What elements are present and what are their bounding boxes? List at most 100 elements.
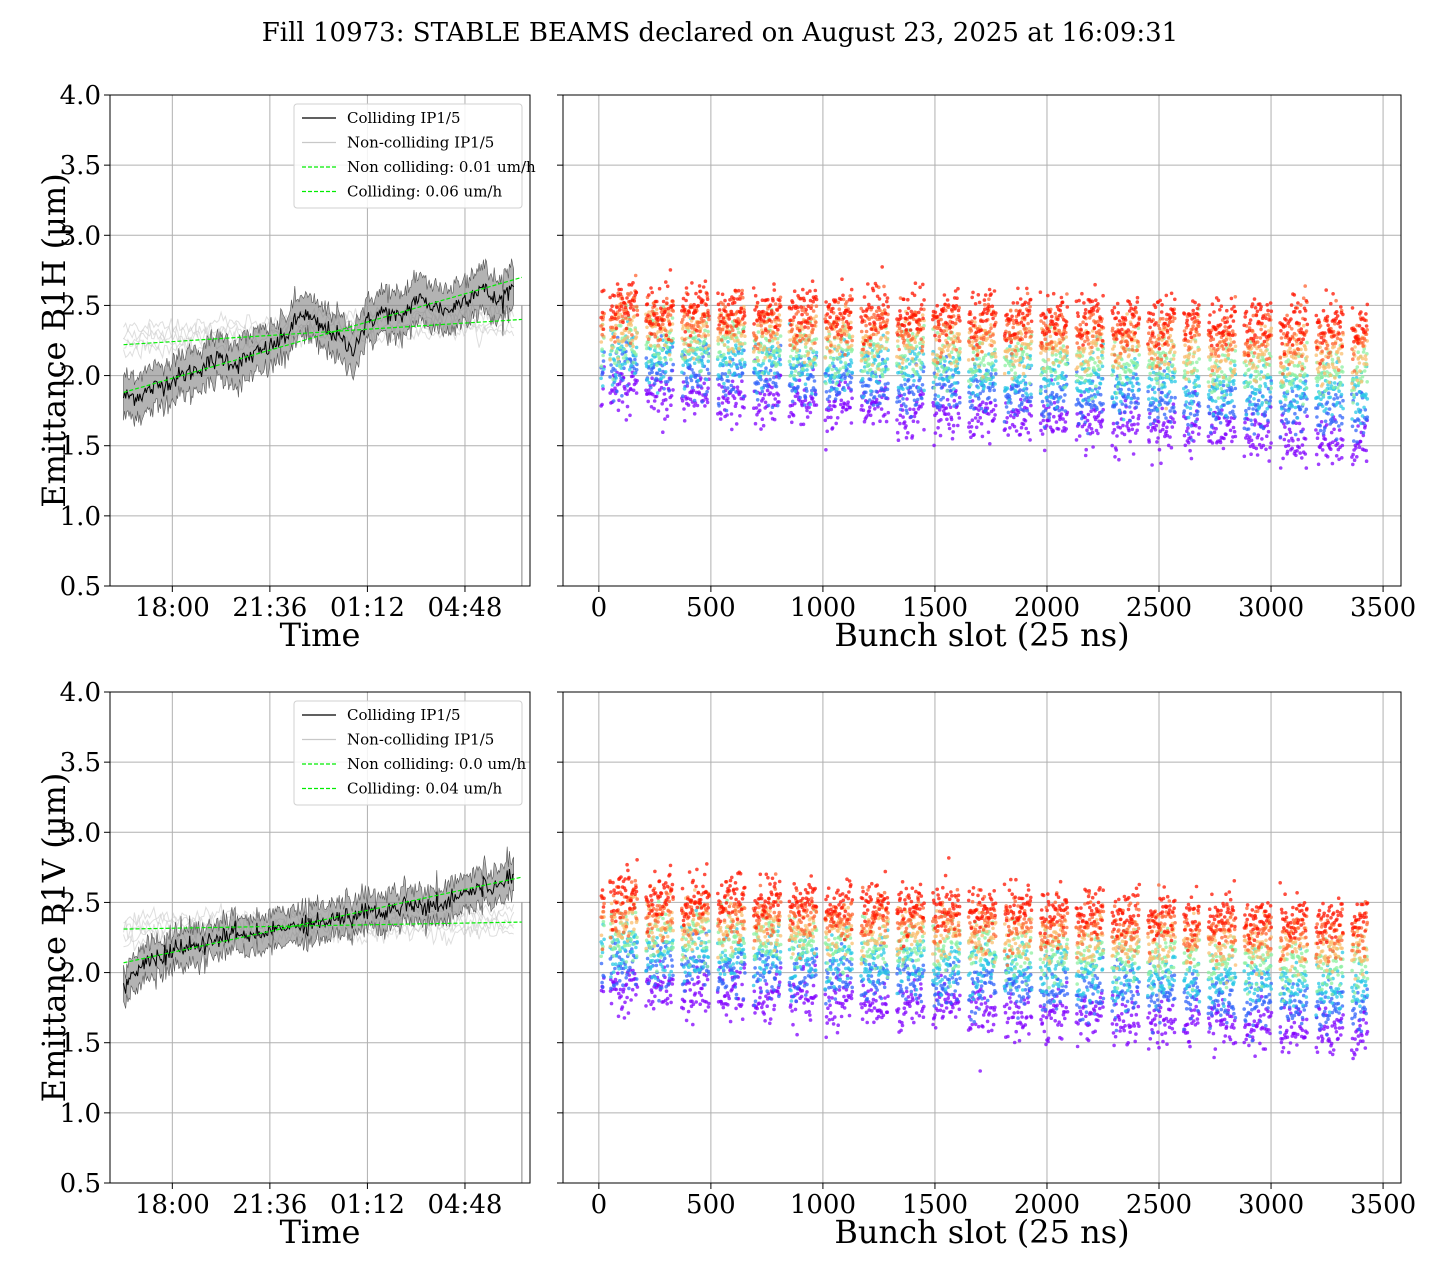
bunch-point [1156, 436, 1160, 440]
bunch-point [969, 367, 974, 372]
bunch-point [920, 344, 925, 349]
bunch-point [1127, 405, 1132, 409]
bunch-point [1061, 417, 1065, 421]
bunch-point [865, 400, 870, 405]
bunch-point [956, 423, 960, 428]
bunch-point [738, 390, 743, 394]
bunch-point [720, 377, 724, 382]
bunch-point [1060, 371, 1065, 375]
bunch-point [1026, 365, 1031, 370]
bunch-point [837, 390, 842, 395]
bunch-point [1233, 363, 1237, 368]
bunch-point [911, 392, 916, 397]
bunch-point [1115, 366, 1120, 370]
bunch-point [1184, 393, 1188, 398]
bunch-point [957, 395, 962, 400]
legend-label: Colliding IP1/5 [347, 109, 461, 127]
y-tick-label: 1.5 [60, 432, 101, 462]
bunch-point [655, 307, 659, 312]
bunch-point [769, 411, 773, 415]
bunch-point [732, 349, 736, 354]
bunch-point [1091, 445, 1095, 449]
bunch-point [839, 398, 844, 403]
bunch-point [805, 372, 810, 377]
bunch-point [790, 327, 795, 332]
bunch-point [1249, 452, 1253, 457]
bunch-point [1093, 361, 1097, 365]
bunch-point [835, 393, 839, 397]
bunch-point [829, 388, 834, 392]
bunch-point [1020, 400, 1024, 405]
bunch-point [1301, 402, 1305, 407]
bunch-point [1266, 386, 1271, 391]
bunch-point [848, 380, 853, 385]
bunch-point [772, 371, 777, 376]
bunch-point [668, 346, 673, 350]
bunch-point [886, 331, 890, 335]
bunch-point [1233, 434, 1238, 439]
bunch-point [614, 376, 618, 380]
bunch-point [825, 429, 829, 434]
bunch-point [682, 419, 687, 423]
bunch-point [1112, 427, 1117, 432]
figure-title: Fill 10973: STABLE BEAMS declared on Aug… [261, 18, 1179, 48]
bunch-point [775, 341, 780, 345]
bunch-point [1194, 419, 1198, 424]
bunch-point [1081, 413, 1085, 418]
bunch-point [1167, 390, 1172, 394]
bunch-point [1146, 389, 1150, 394]
bunch-point [1248, 400, 1252, 404]
legend-label: Colliding: 0.06 um/h [347, 183, 502, 201]
bunch-point [1019, 407, 1023, 412]
bunch-point [895, 395, 900, 400]
bunch-point [1320, 441, 1324, 446]
bunch-point [1329, 447, 1333, 452]
bunch-point [1321, 393, 1326, 397]
bunch-point [1146, 425, 1150, 430]
bunch-point [971, 391, 975, 395]
bunch-point [775, 332, 779, 337]
bunch-point [863, 357, 868, 362]
bunch-point [1186, 432, 1191, 436]
bunch-point [1213, 399, 1218, 404]
bunch-point [1249, 418, 1253, 423]
bunch-point [874, 400, 878, 405]
bunch-point [1147, 397, 1151, 401]
bunch-point [1058, 346, 1063, 351]
bunch-point [841, 365, 846, 370]
bunch-point [1320, 404, 1325, 409]
bunch-point [973, 361, 977, 366]
bunch-point [933, 393, 938, 397]
bunch-point [716, 396, 721, 401]
bunch-point [1053, 370, 1058, 374]
bunch-point [1269, 441, 1273, 445]
bunch-point [791, 366, 795, 370]
bunch-point [1098, 392, 1103, 397]
y-tick-label: 1.0 [60, 502, 101, 532]
bunch-point [707, 354, 711, 359]
bunch-point [613, 386, 617, 391]
bunch-point [1319, 420, 1324, 424]
bunch-point [753, 421, 758, 426]
bunch-point [1171, 357, 1176, 361]
bunch-point [841, 321, 846, 325]
bunch-point [720, 327, 725, 332]
bunch-point [882, 284, 886, 289]
bunch-point [1325, 400, 1330, 405]
bunch-point [994, 359, 998, 363]
bunch-point [1047, 418, 1051, 423]
bunch-point [619, 324, 623, 328]
bunch-point [1111, 430, 1115, 435]
bunch-point [1112, 344, 1116, 349]
bunch-point [1160, 406, 1164, 411]
bunch-point [874, 397, 879, 402]
bunch-point [935, 382, 939, 387]
bunch-point [843, 352, 847, 357]
bunch-point [1114, 448, 1119, 452]
bunch-point [1078, 410, 1083, 415]
bunch-point [1318, 391, 1322, 395]
bunch-point [895, 418, 899, 422]
bunch-point [1206, 434, 1211, 439]
bunch-point [943, 383, 947, 387]
bunch-point [1013, 371, 1018, 376]
